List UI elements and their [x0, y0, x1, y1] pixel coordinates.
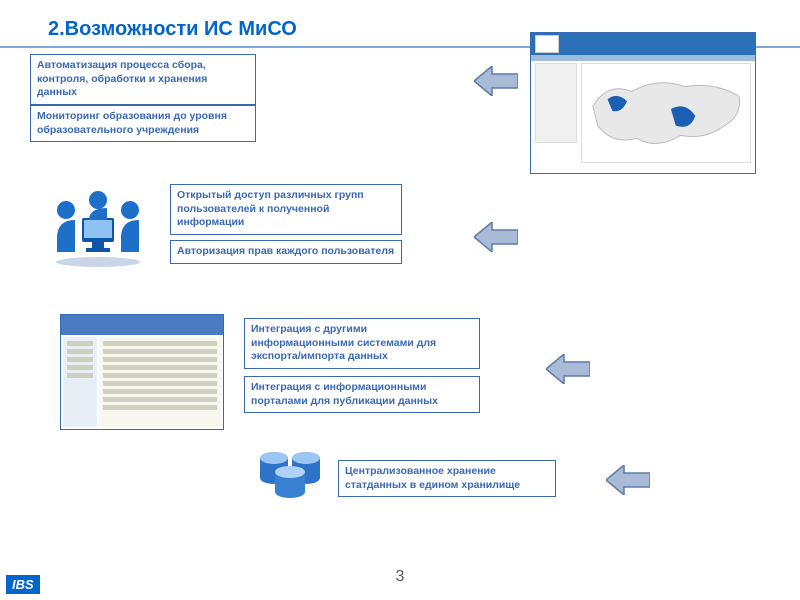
- box-automation: Автоматизация процесса сбора, контроля, …: [30, 54, 256, 105]
- slide-title: 2.Возможности ИС МиСО: [48, 18, 297, 41]
- map-screenshot: [530, 32, 756, 174]
- screenshot-logo: [535, 35, 559, 53]
- screenshot-header: [61, 315, 223, 335]
- screenshot-body: [581, 63, 751, 163]
- screenshot-header: [531, 33, 755, 55]
- users-group-icon: [48, 190, 148, 273]
- screenshot-sidebar: [63, 337, 97, 427]
- database-cluster-icon: [256, 448, 324, 505]
- box-integration-systems: Интеграция с другими информационными сис…: [244, 318, 480, 369]
- box-monitoring: Мониторинг образования до уровня образов…: [30, 105, 256, 142]
- screenshot-sidebar: [535, 63, 577, 143]
- portal-screenshot: [60, 314, 224, 430]
- page-number: 3: [396, 568, 405, 586]
- arrow-left-icon: [474, 222, 518, 252]
- box-authorization: Авторизация прав каждого пользователя: [170, 240, 402, 264]
- russia-map-icon: [588, 72, 744, 160]
- screenshot-body: [99, 337, 221, 427]
- screenshot-subheader: [531, 55, 755, 61]
- arrow-left-icon: [546, 354, 590, 384]
- box-centralized-storage: Централизованное хранение статданных в е…: [338, 460, 556, 497]
- box-open-access: Открытый доступ различных групп пользова…: [170, 184, 402, 235]
- arrow-left-icon: [606, 465, 650, 495]
- ibs-logo: IBS: [6, 575, 40, 594]
- box-integration-portals: Интеграция с информационными порталами д…: [244, 376, 480, 413]
- arrow-left-icon: [474, 66, 518, 96]
